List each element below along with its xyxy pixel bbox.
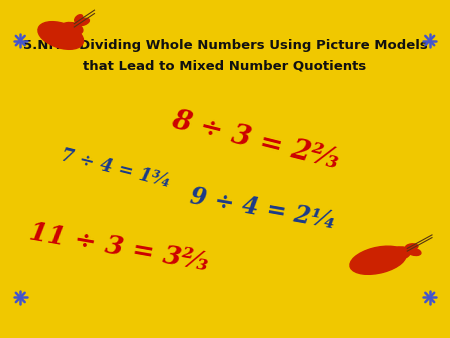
FancyBboxPatch shape — [28, 14, 422, 324]
FancyBboxPatch shape — [36, 20, 414, 318]
FancyBboxPatch shape — [32, 17, 419, 321]
FancyBboxPatch shape — [22, 9, 427, 329]
Text: 5.NF.3  Dividing Whole Numbers Using Picture Models: 5.NF.3 Dividing Whole Numbers Using Pict… — [22, 39, 427, 52]
Text: 9 ÷ 4 = 2¹⁄₄: 9 ÷ 4 = 2¹⁄₄ — [189, 185, 337, 234]
Text: 8 ÷ 3 = 2²⁄₃: 8 ÷ 3 = 2²⁄₃ — [169, 107, 342, 175]
FancyBboxPatch shape — [24, 11, 426, 327]
FancyBboxPatch shape — [19, 7, 431, 331]
Text: 7 ÷ 4 = 1³⁄₄: 7 ÷ 4 = 1³⁄₄ — [59, 147, 171, 191]
FancyBboxPatch shape — [35, 19, 415, 319]
Text: 11 ÷ 3 = 3²⁄₃: 11 ÷ 3 = 3²⁄₃ — [27, 220, 211, 276]
FancyBboxPatch shape — [33, 18, 417, 320]
Text: that Lead to Mixed Number Quotients: that Lead to Mixed Number Quotients — [83, 60, 367, 73]
FancyBboxPatch shape — [27, 13, 423, 325]
FancyBboxPatch shape — [25, 12, 425, 326]
FancyBboxPatch shape — [21, 8, 429, 330]
FancyBboxPatch shape — [30, 16, 420, 322]
